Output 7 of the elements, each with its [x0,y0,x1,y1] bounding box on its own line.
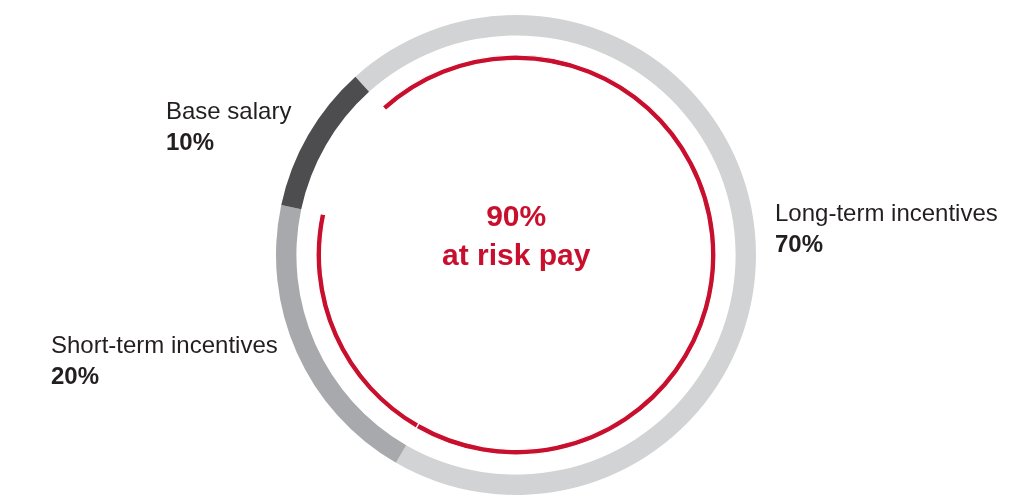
slice-label: Short-term incentives [51,331,278,358]
slice-label: Base salary [166,97,292,124]
data-label: 70% [775,230,824,258]
text: 90% at risk pay [442,199,591,271]
slice-label: Long-term incentives [775,199,998,226]
data-label: 20% [51,362,100,390]
data-label: 10% [166,128,215,156]
